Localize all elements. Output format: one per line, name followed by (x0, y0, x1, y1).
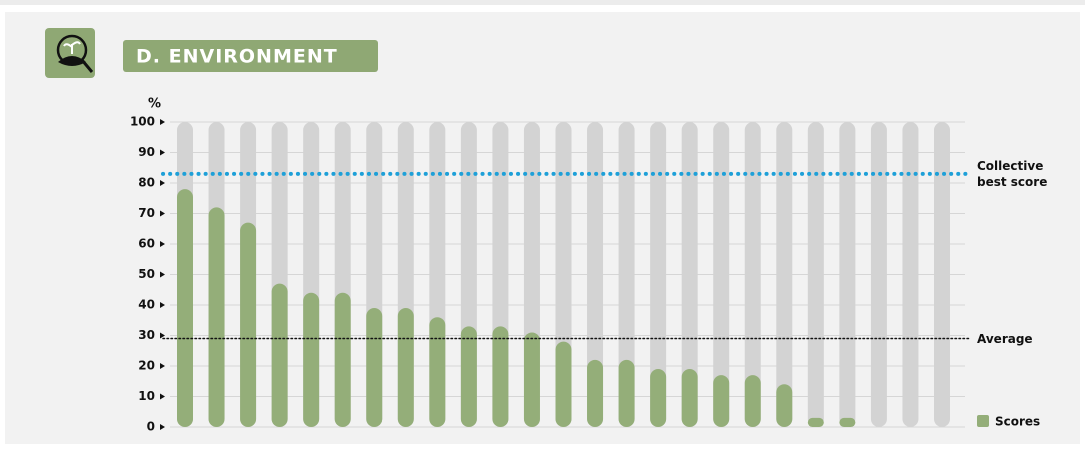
reference-label: Average (977, 331, 1033, 346)
bar (744, 375, 761, 427)
y-tick-mark (160, 393, 165, 400)
bar-track (713, 122, 730, 427)
bar (271, 283, 288, 427)
bar (397, 308, 414, 427)
bar (334, 292, 351, 427)
bar (208, 207, 225, 427)
y-tick-label: 40 (138, 298, 155, 312)
bar-track (839, 122, 856, 427)
y-tick-mark (160, 241, 165, 247)
bar (587, 359, 604, 427)
bar-track (934, 122, 950, 427)
bar-track (587, 122, 604, 427)
y-tick-mark (160, 271, 165, 278)
bar-track (807, 122, 824, 427)
bar-track (870, 122, 887, 427)
legend-swatch (977, 415, 989, 427)
bar (523, 332, 540, 427)
bar-track (902, 122, 919, 427)
y-tick-mark (160, 119, 165, 125)
y-tick-mark (160, 363, 165, 369)
bar (460, 326, 477, 427)
bar (366, 308, 383, 427)
bar (713, 375, 730, 427)
bar-track (681, 122, 698, 427)
bar (177, 189, 193, 427)
y-tick-mark (160, 149, 165, 156)
bar (650, 369, 667, 427)
bar (429, 317, 446, 427)
section-icon (45, 28, 95, 78)
bar (492, 326, 509, 427)
y-tick-label: 80 (138, 176, 155, 190)
bar (303, 292, 320, 427)
title-box (123, 40, 378, 72)
y-axis-label: % (148, 97, 161, 112)
y-tick-label: 90 (138, 145, 155, 159)
y-tick-mark (160, 210, 165, 217)
bar-track (776, 122, 793, 427)
y-tick-mark (160, 180, 165, 186)
bar-track (618, 122, 635, 427)
y-tick-label: 0 (147, 420, 155, 434)
y-tick-label: 50 (138, 267, 155, 281)
bar (776, 384, 793, 427)
legend-label: Scores (995, 415, 1040, 429)
bar (555, 341, 572, 427)
bar-track (744, 122, 761, 427)
y-tick-mark (160, 302, 165, 308)
bar (681, 369, 698, 427)
bar (839, 417, 856, 427)
y-tick-label: 20 (138, 359, 155, 373)
y-tick-label: 10 (138, 389, 155, 403)
bar (618, 359, 635, 427)
bar (240, 222, 257, 427)
y-tick-label: 100 (130, 115, 155, 129)
y-tick-mark (160, 424, 165, 430)
chart-title: D. ENVIRONMENT (136, 46, 338, 68)
bar (807, 417, 824, 427)
y-tick-label: 30 (138, 328, 155, 342)
y-tick-mark (160, 332, 165, 339)
y-tick-label: 60 (138, 237, 155, 251)
bar-track (650, 122, 667, 427)
top-band (0, 0, 1085, 5)
reference-label: Collective best score (977, 158, 1048, 189)
y-tick-label: 70 (138, 206, 155, 220)
